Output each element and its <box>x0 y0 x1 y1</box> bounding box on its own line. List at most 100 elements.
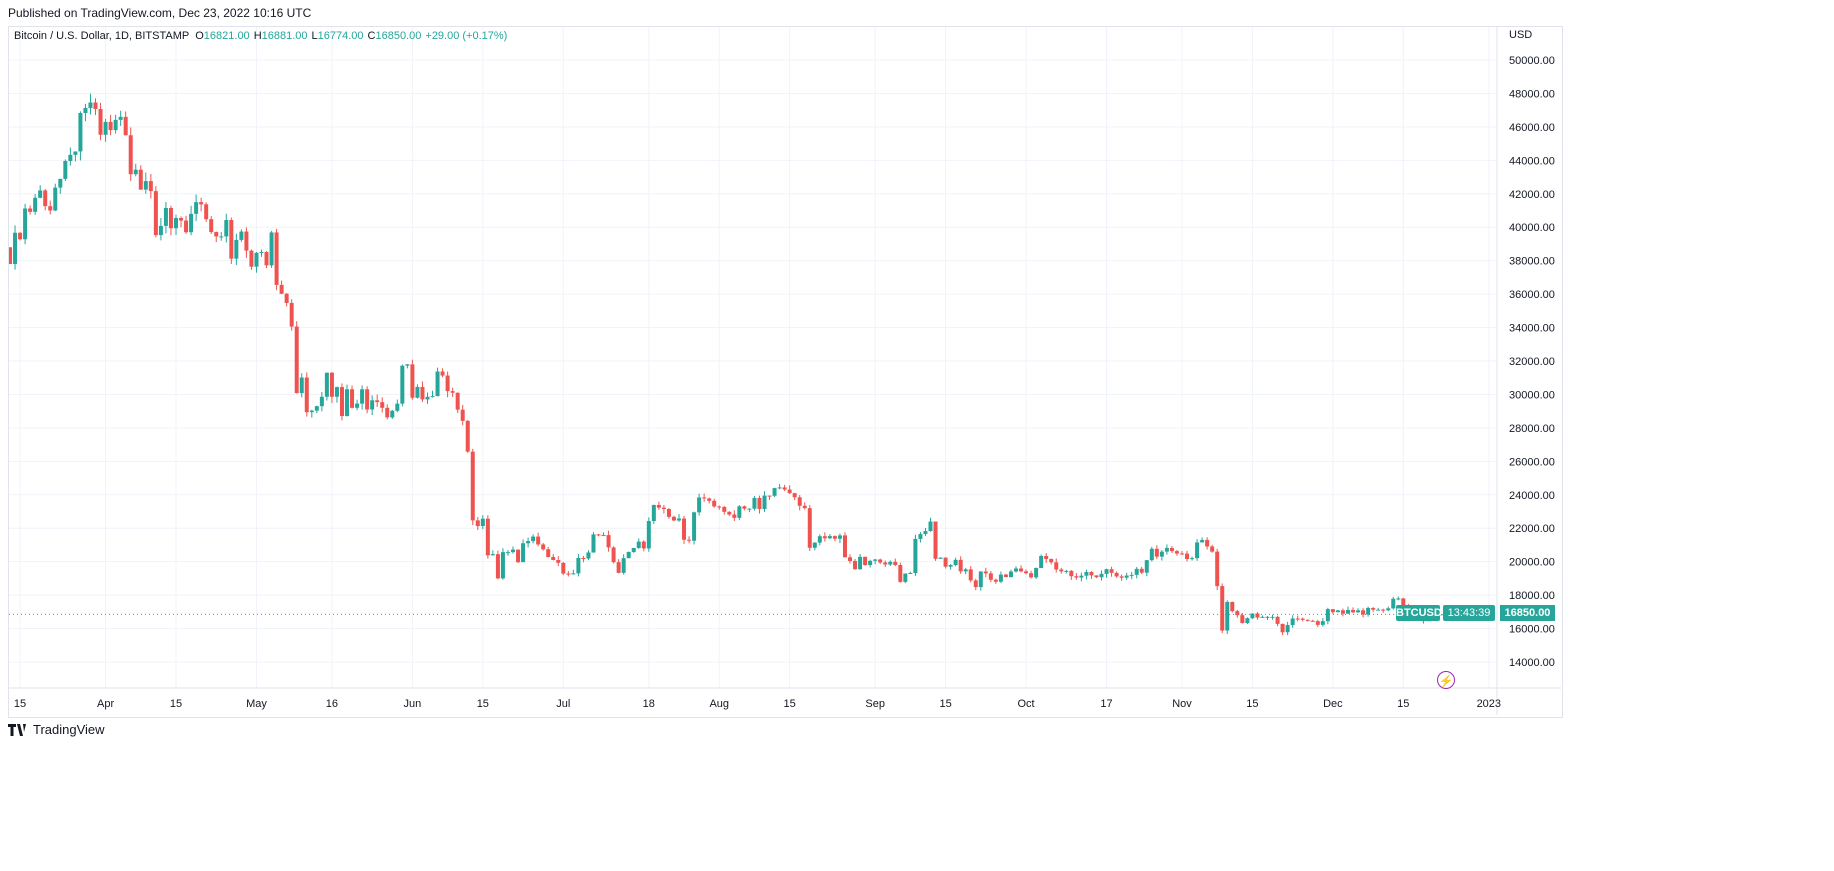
candle <box>541 542 546 551</box>
candle-body <box>118 116 123 120</box>
candle-body <box>566 573 571 575</box>
candle-body <box>1049 558 1054 563</box>
candle-body <box>621 558 626 573</box>
candle <box>616 559 621 574</box>
candle <box>1059 567 1064 574</box>
change-value: +29.00 (+0.17%) <box>425 30 508 42</box>
candle <box>1260 615 1265 619</box>
candle-body <box>294 326 299 394</box>
candle-body <box>702 497 707 499</box>
candle-body <box>928 521 933 532</box>
candle-body <box>1265 616 1270 618</box>
candle-body <box>108 121 113 131</box>
candle-body <box>772 488 777 496</box>
candle-body <box>1366 607 1371 615</box>
candle-body <box>722 506 727 512</box>
candle-body <box>596 534 601 536</box>
candle <box>853 558 858 570</box>
candle-body <box>380 402 385 408</box>
candle-body <box>641 541 646 549</box>
candle-body <box>63 161 68 179</box>
last-price: 16850.00 <box>1500 605 1555 621</box>
candle <box>470 448 475 526</box>
candle <box>73 151 78 162</box>
candle <box>244 227 249 258</box>
candle <box>158 217 163 241</box>
candle <box>360 385 365 410</box>
candle-body <box>918 534 923 539</box>
candle-body <box>1270 616 1275 618</box>
candle-body <box>390 410 395 418</box>
candle-body <box>848 557 853 561</box>
candle-body <box>309 410 314 413</box>
time-tick-label: 2023 <box>1477 698 1501 710</box>
candle-body <box>304 377 309 413</box>
candle <box>1366 606 1371 617</box>
candle <box>350 385 355 409</box>
candle <box>671 515 676 522</box>
time-tick-label: 18 <box>643 698 655 710</box>
candle-body <box>586 552 591 559</box>
candle <box>1169 546 1174 553</box>
candle <box>465 420 470 453</box>
candle <box>1205 537 1210 550</box>
candle <box>58 178 63 194</box>
candle-body <box>1114 572 1119 577</box>
candle-body <box>1325 609 1330 622</box>
time-tick-label: Apr <box>97 698 114 710</box>
candle <box>641 540 646 552</box>
candle-body <box>812 542 817 548</box>
candle <box>68 147 73 166</box>
lightning-icon[interactable]: ⚡ <box>1437 671 1455 689</box>
time-tick-label: Jun <box>404 698 422 710</box>
candle-body <box>782 487 787 490</box>
candle-body <box>1190 558 1195 560</box>
price-tick-label: 30000.00 <box>1509 389 1555 401</box>
candle <box>516 549 521 564</box>
candle-body <box>28 208 33 212</box>
candle-body <box>933 521 938 559</box>
candle-body <box>475 520 480 527</box>
candle-body <box>1280 623 1285 633</box>
candle <box>1195 539 1200 561</box>
time-tick-label: Oct <box>1017 698 1034 710</box>
candle-body <box>1285 625 1290 633</box>
candle <box>495 550 500 580</box>
candle <box>928 517 933 532</box>
candle-body <box>842 535 847 558</box>
candle <box>757 495 762 514</box>
candle-body <box>1361 610 1366 615</box>
candle <box>661 505 666 514</box>
time-tick-label: Nov <box>1172 698 1192 710</box>
candle <box>53 183 58 212</box>
candle <box>385 404 390 420</box>
candle <box>415 384 420 399</box>
candle <box>933 521 938 561</box>
candle-body <box>631 547 636 552</box>
candle-body <box>73 151 78 155</box>
candle-body <box>868 560 873 566</box>
candle <box>646 517 651 552</box>
candle <box>1094 575 1099 579</box>
candle <box>787 485 792 495</box>
candle <box>475 517 480 531</box>
candle-body <box>1074 576 1079 578</box>
candle <box>1069 570 1074 580</box>
candle-body <box>1340 610 1345 614</box>
candle-body <box>903 573 908 582</box>
candle-body <box>1089 572 1094 576</box>
candle <box>1245 617 1250 625</box>
candle-body <box>1386 608 1391 611</box>
low-label: L <box>311 30 318 42</box>
candle-body <box>18 232 23 240</box>
candle <box>1220 583 1225 634</box>
time-axis: 15 Apr 15 May 16 Jun 15 Jul 18 Aug 15 Sep 15 Oct 17 Nov… <box>9 687 1561 710</box>
candle <box>204 202 209 222</box>
time-tick-label: May <box>246 698 267 710</box>
candle <box>842 532 847 558</box>
candle <box>319 391 324 412</box>
footer-brand[interactable]: TradingView <box>8 722 105 737</box>
candle-body <box>234 239 239 259</box>
candle-body <box>1371 607 1376 610</box>
